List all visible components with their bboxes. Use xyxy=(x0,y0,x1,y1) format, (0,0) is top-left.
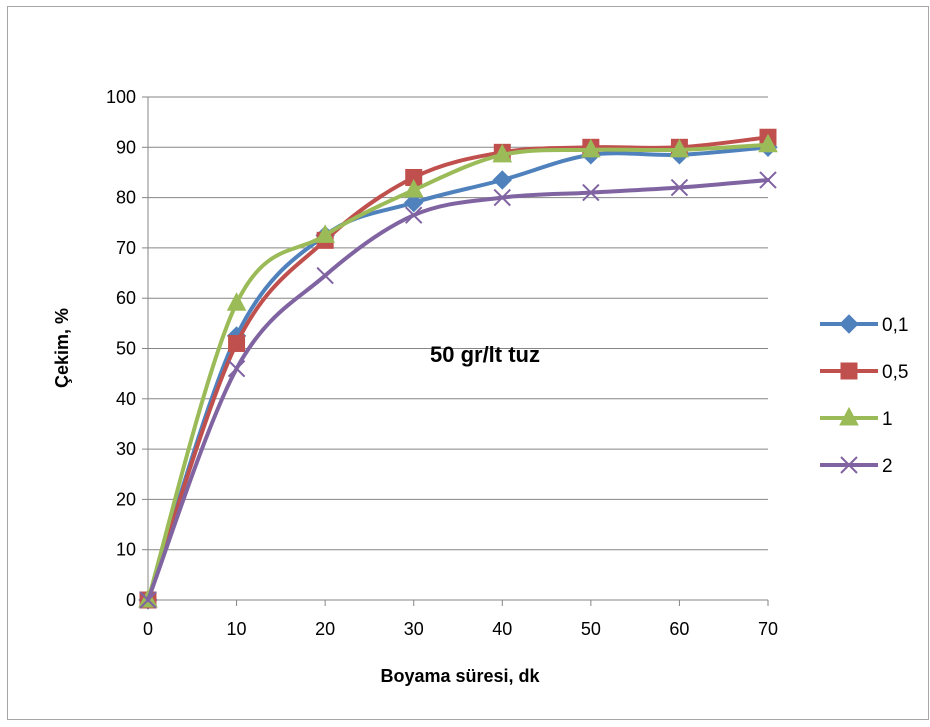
x-tick-label: 20 xyxy=(315,619,335,639)
legend-marker xyxy=(839,314,859,334)
data-point xyxy=(582,183,600,202)
data-point xyxy=(492,170,512,190)
x-tick-label: 30 xyxy=(404,619,424,639)
gridlines xyxy=(148,96,768,551)
y-tick-label: 10 xyxy=(116,540,136,560)
y-tick-label: 0 xyxy=(126,590,136,610)
x-tick-label: 40 xyxy=(492,619,512,639)
data-point xyxy=(581,138,601,158)
data-point xyxy=(493,188,511,207)
chart-border xyxy=(7,6,929,720)
y-tick-label: 70 xyxy=(116,238,136,258)
data-point xyxy=(405,206,423,224)
data-point xyxy=(403,178,424,198)
y-tick-labels: 0 10 20 30 40 50 60 70 80 90 100 xyxy=(106,87,148,610)
x-tick-label: 10 xyxy=(227,619,247,639)
y-tick-label: 90 xyxy=(116,137,136,157)
y-tick-label: 100 xyxy=(106,87,136,107)
data-point xyxy=(492,143,513,163)
x-tick-label: 50 xyxy=(581,619,601,639)
y-tick-label: 60 xyxy=(116,288,136,308)
data-point xyxy=(759,171,777,189)
data-point xyxy=(226,292,247,311)
data-point xyxy=(228,334,246,352)
legend-entry: 0,1 xyxy=(820,314,908,336)
series-2 xyxy=(138,133,778,608)
data-point xyxy=(669,138,690,158)
series-line xyxy=(146,177,770,602)
series-layer xyxy=(138,128,778,610)
legend-marker xyxy=(840,456,858,474)
legend-label: 0,5 xyxy=(882,362,908,383)
x-tick-label: 60 xyxy=(669,619,689,639)
legend: 0,1 0,5 1 2 xyxy=(820,314,908,477)
data-point xyxy=(315,224,335,243)
y-tick-label: 40 xyxy=(116,389,136,409)
y-tick-label: 30 xyxy=(116,439,136,459)
data-point xyxy=(139,591,157,609)
legend-label: 2 xyxy=(882,456,893,477)
x-axis-title: Boyama süresi, dk xyxy=(380,666,540,686)
x-tick-labels: 0 10 20 30 40 50 60 70 xyxy=(143,600,778,639)
legend-entry: 0,5 xyxy=(820,362,908,383)
x-tick-label: 70 xyxy=(758,619,778,639)
y-tick-label: 50 xyxy=(116,339,136,359)
y-axis-title: Çekim, % xyxy=(52,308,72,388)
legend-marker xyxy=(839,406,859,426)
legend-label: 0,1 xyxy=(882,315,908,336)
data-point xyxy=(316,266,334,285)
annotation-label: 50 gr/lt tuz xyxy=(430,342,540,367)
series-3 xyxy=(139,171,777,609)
legend-label: 1 xyxy=(882,409,893,430)
data-point xyxy=(670,178,689,197)
data-point xyxy=(227,359,246,378)
legend-entry: 2 xyxy=(820,456,893,477)
legend-marker xyxy=(840,362,858,380)
data-point xyxy=(758,133,778,153)
y-tick-label: 80 xyxy=(116,188,136,208)
legend-entry: 1 xyxy=(820,406,893,430)
x-tick-label: 0 xyxy=(143,619,153,639)
data-point xyxy=(404,192,424,213)
y-tick-label: 20 xyxy=(116,489,136,509)
